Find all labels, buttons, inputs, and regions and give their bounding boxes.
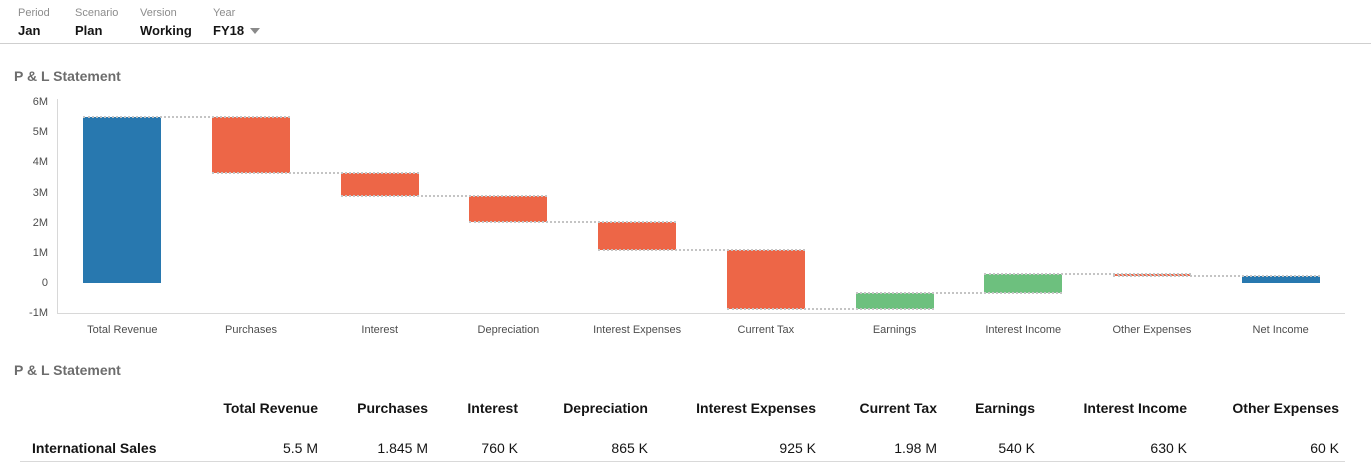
chart-title: P & L Statement	[14, 68, 121, 84]
waterfall-connector	[984, 273, 1191, 276]
pov-scenario-label: Scenario	[75, 7, 119, 19]
column-header-purchases: Purchases	[357, 400, 428, 416]
bar-interest-expenses[interactable]	[598, 221, 677, 250]
y-axis-tick-label: 4M	[32, 156, 48, 169]
column-header-interest: Interest	[467, 400, 518, 416]
column-header-other-expenses: Other Expenses	[1232, 400, 1339, 416]
table-cell-current-tax[interactable]: 1.98 M	[894, 440, 937, 456]
pov-year: Year FY18	[213, 6, 261, 39]
y-axis-tick-label: 1M	[32, 246, 48, 259]
y-axis-tick-label: 5M	[32, 126, 48, 139]
y-axis-line	[57, 99, 58, 314]
bar-total-revenue[interactable]	[83, 117, 162, 283]
pov-year-label: Year	[213, 7, 236, 19]
pov-scenario-value[interactable]: Plan	[75, 23, 103, 38]
x-axis-label-depreciation: Depreciation	[477, 324, 540, 336]
x-axis-label-interest-income: Interest Income	[985, 324, 1062, 336]
table-cell-total-revenue[interactable]: 5.5 M	[282, 440, 318, 456]
pov-year-value[interactable]: FY18	[213, 23, 261, 39]
y-axis-tick-label: -1M	[29, 307, 48, 320]
bar-depreciation[interactable]	[469, 195, 548, 222]
waterfall-chart: 6M 5M 4M 3M 2M 1M 0 -1M Total Revenue Purchases In…	[29, 96, 1345, 336]
x-axis-line	[57, 313, 1345, 315]
pov-divider	[0, 43, 1371, 44]
column-header-depreciation: Depreciation	[563, 400, 648, 416]
column-header-current-tax: Current Tax	[859, 400, 937, 416]
waterfall-connector	[83, 116, 291, 119]
table-cell-interest-expenses[interactable]: 925 K	[779, 440, 816, 456]
pov-period-value[interactable]: Jan	[18, 23, 41, 38]
pov-scenario: Scenario Plan	[75, 6, 118, 39]
waterfall-connector	[469, 220, 677, 223]
bar-earnings[interactable]	[855, 293, 934, 310]
x-axis-label-earnings: Earnings	[872, 324, 917, 336]
x-axis-label-interest: Interest	[361, 324, 399, 336]
y-axis-tick-label: 2M	[32, 216, 48, 229]
bar-purchases[interactable]	[212, 117, 291, 173]
column-header-interest-expenses: Interest Expenses	[696, 400, 816, 416]
bar-current-tax[interactable]	[726, 249, 805, 310]
waterfall-connector	[340, 194, 548, 197]
x-axis-label-current-tax: Current Tax	[737, 324, 795, 336]
chevron-down-icon	[250, 28, 261, 34]
table-cell-other-expenses[interactable]: 60 K	[1310, 440, 1339, 456]
table-title: P & L Statement	[14, 362, 121, 378]
pov-version: Version Working	[140, 6, 192, 39]
bar-net-income[interactable]	[1241, 275, 1320, 283]
waterfall-connector	[598, 248, 805, 251]
x-axis-label-purchases: Purchases	[225, 324, 278, 336]
table-cell-interest-income[interactable]: 630 K	[1150, 440, 1187, 456]
table-cell-purchases[interactable]: 1.845 M	[377, 440, 428, 456]
column-header-earnings: Earnings	[975, 400, 1035, 416]
bar-interest-income[interactable]	[984, 274, 1063, 294]
waterfall-connector	[212, 171, 419, 174]
bar-interest[interactable]	[340, 172, 419, 196]
y-axis-tick-label: 3M	[32, 186, 48, 199]
table-row-divider	[20, 461, 1345, 462]
pov-version-label: Version	[140, 7, 177, 19]
table-cell-interest[interactable]: 760 K	[481, 440, 518, 456]
x-axis-label-interest-expenses: Interest Expenses	[593, 324, 682, 336]
column-header-total-revenue: Total Revenue	[223, 400, 318, 416]
table-cell-earnings[interactable]: 540 K	[998, 440, 1035, 456]
waterfall-connector	[726, 308, 934, 311]
waterfall-connector	[855, 292, 1063, 295]
table-cell-depreciation[interactable]: 865 K	[611, 440, 648, 456]
column-header-interest-income: Interest Income	[1083, 400, 1187, 416]
x-axis-label-net-income: Net Income	[1252, 324, 1309, 336]
pov-period: Period Jan	[18, 6, 50, 39]
pov-period-label: Period	[18, 7, 50, 19]
table-row: International Sales 5.5 M 1.845 M 760 K 865 …	[20, 440, 1339, 457]
x-axis-label-total-revenue: Total Revenue	[87, 324, 158, 336]
table-header-row: Total Revenue Purchases Interest Depreciati…	[20, 400, 1339, 417]
row-header-international-sales: International Sales	[32, 440, 157, 456]
y-axis-tick-label: 6M	[32, 96, 48, 109]
pov-version-value[interactable]: Working	[140, 23, 192, 38]
y-axis-tick-label: 0	[41, 277, 48, 289]
x-axis-label-other-expenses: Other Expenses	[1112, 324, 1192, 336]
waterfall-connector	[1112, 274, 1320, 277]
